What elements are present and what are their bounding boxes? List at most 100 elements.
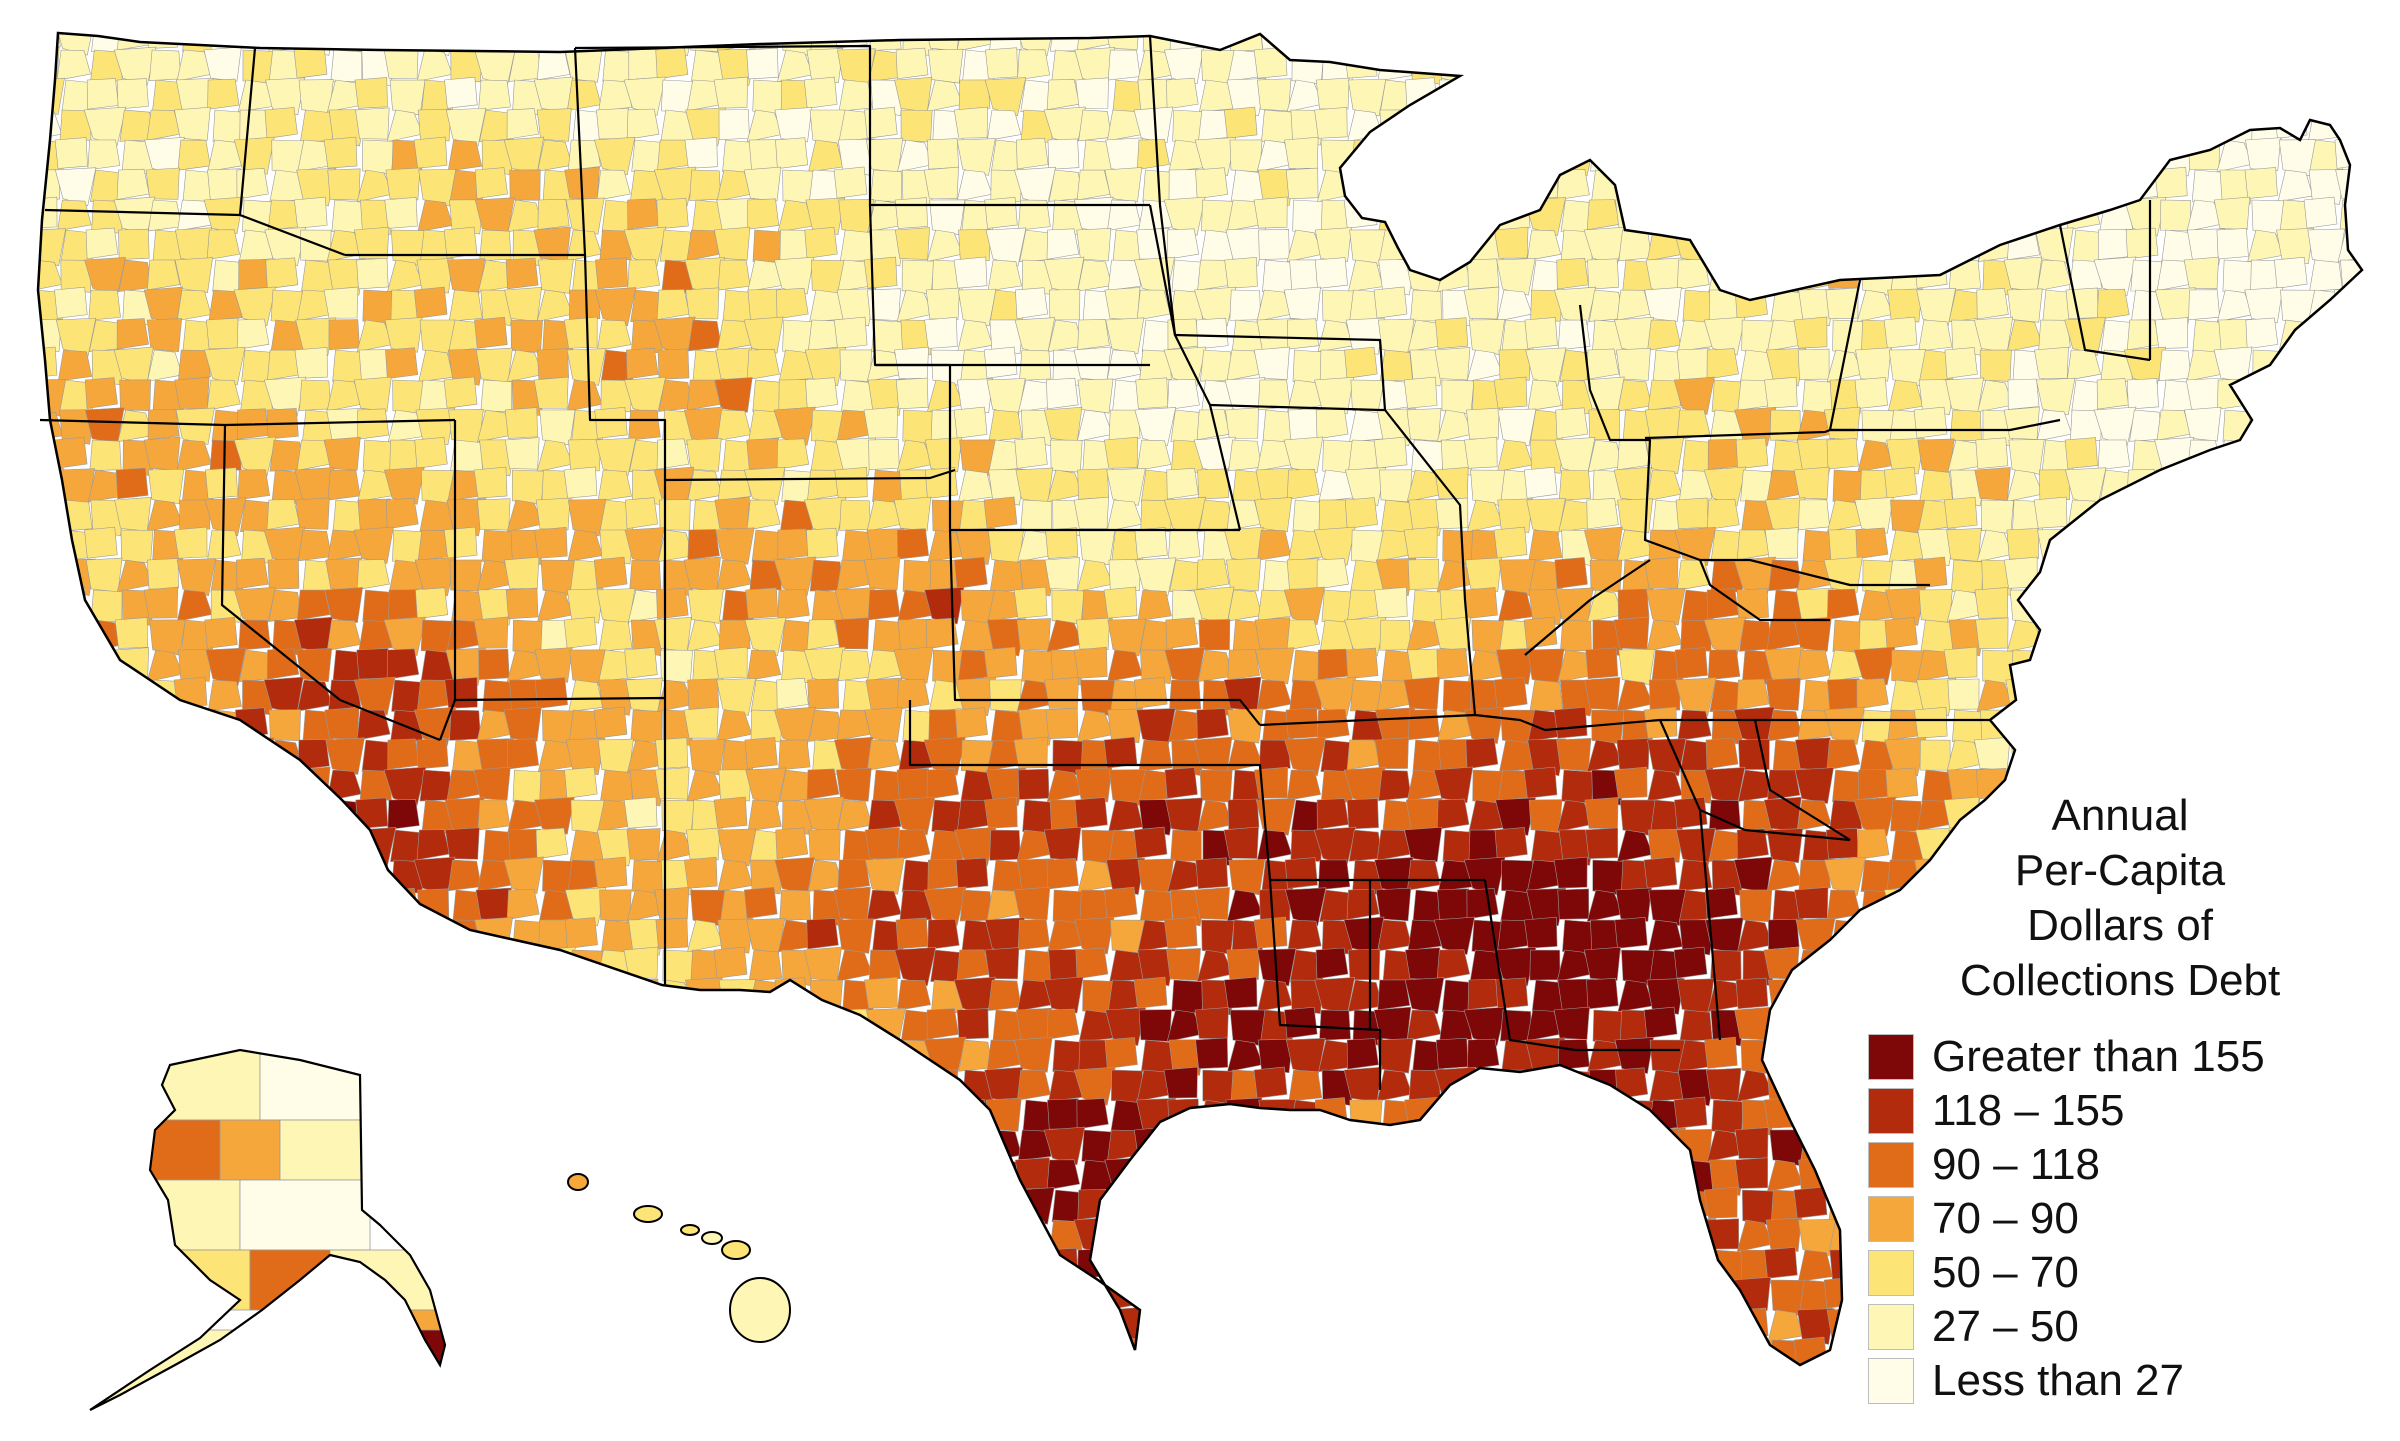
county-cell [357, 498, 391, 531]
county-cell [1403, 1246, 1438, 1279]
county-cell [535, 497, 571, 531]
county-cell [870, 1219, 903, 1252]
county-cell [302, 859, 336, 896]
county-cell [447, 1128, 485, 1165]
county-cell [1855, 527, 1889, 560]
county-cell [1435, 497, 1469, 530]
county-cell [1527, 379, 1562, 412]
county-cell [2006, 528, 2040, 560]
county-cell [1103, 436, 1138, 469]
county-cell [2244, 167, 2278, 199]
county-cell [983, 496, 1018, 529]
county-cell [116, 948, 149, 980]
county-cell [2160, 79, 2194, 112]
county-cell [175, 407, 215, 445]
county-cell [353, 376, 392, 412]
county-cell [1440, 1129, 1474, 1163]
county-cell [1493, 376, 1528, 409]
county-cell [1976, 138, 2010, 170]
county-cell [896, 768, 929, 800]
county-cell [148, 949, 184, 983]
county-cell [1587, 258, 1620, 290]
county-cell [89, 439, 122, 472]
county-cell [1258, 1099, 1297, 1137]
county-cell [533, 376, 569, 409]
county-cell [1439, 1009, 1473, 1042]
county-cell [1502, 1189, 1536, 1226]
county-cell [115, 797, 149, 830]
county-cell [863, 1276, 898, 1309]
county-cell [776, 287, 809, 320]
county-cell [1433, 766, 1474, 804]
county-cell [1617, 498, 1654, 534]
county-cell [1826, 199, 1864, 233]
county-cell [748, 409, 783, 442]
county-cell [1014, 1036, 1053, 1073]
county-cell [2156, 618, 2193, 653]
county-cell [1527, 738, 1567, 777]
county-cell [269, 1369, 300, 1400]
county-cell [1140, 1039, 1174, 1073]
county-cell [1973, 736, 2011, 771]
county-cell [1228, 439, 1262, 472]
county-cell [775, 1007, 813, 1043]
county-cell [1945, 197, 1979, 230]
county-cell [2215, 617, 2249, 650]
county-cell [1256, 679, 1292, 712]
county-cell [925, 1157, 959, 1190]
county-cell [778, 379, 810, 411]
county-cell [1768, 978, 1805, 1015]
county-cell [1943, 496, 1978, 529]
county-cell [1373, 436, 1408, 469]
county-cell [1643, 136, 1680, 170]
county-cell [92, 1189, 126, 1226]
county-cell [687, 469, 723, 502]
county-cell [478, 79, 511, 111]
county-cell [563, 616, 598, 649]
county-cell [2096, 378, 2129, 410]
county-cell [989, 319, 1025, 355]
county-cell [718, 1009, 754, 1043]
county-cell [1316, 798, 1349, 830]
county-cell [777, 1069, 814, 1103]
county-cell [775, 827, 809, 860]
county-cell [536, 1218, 569, 1250]
county-cell [1104, 886, 1138, 919]
county-cell [803, 76, 838, 109]
county-cell [773, 1126, 808, 1159]
county-cell [1253, 1066, 1288, 1099]
county-cell [627, 198, 660, 230]
county-cell [1197, 468, 1230, 500]
county-cell [506, 108, 539, 140]
hawaii-island [701, 1231, 723, 1245]
county-cell [1828, 1370, 1862, 1402]
county-cell [1829, 1339, 1863, 1365]
county-cell [923, 886, 967, 927]
county-cell [205, 467, 239, 499]
county-cell [451, 589, 484, 624]
county-cell [689, 169, 722, 201]
county-cell [299, 109, 334, 142]
county-cell [1589, 1339, 1623, 1365]
county-cell [1588, 1189, 1623, 1222]
county-cell [24, 1367, 60, 1401]
county-cell [2367, 709, 2398, 739]
county-cell [1796, 949, 1833, 982]
county-cell [594, 1276, 633, 1313]
county-cell [239, 979, 277, 1017]
county-cell [1167, 1309, 1203, 1342]
legend-swatch [1868, 1088, 1914, 1134]
county-cell [1166, 1159, 1203, 1192]
county-cell [2068, 649, 2103, 682]
county-cell [146, 558, 179, 590]
county-cell [989, 33, 1022, 52]
county-cell [387, 1129, 424, 1163]
county-cell [599, 1039, 631, 1071]
county-cell [869, 1370, 902, 1401]
legend-item: 70 – 90 [1868, 1192, 2368, 1246]
county-cell [1585, 827, 1619, 859]
county-cell [414, 557, 457, 597]
borough-cell [149, 1249, 251, 1311]
county-cell [2274, 407, 2308, 439]
county-cell [1766, 198, 1807, 237]
